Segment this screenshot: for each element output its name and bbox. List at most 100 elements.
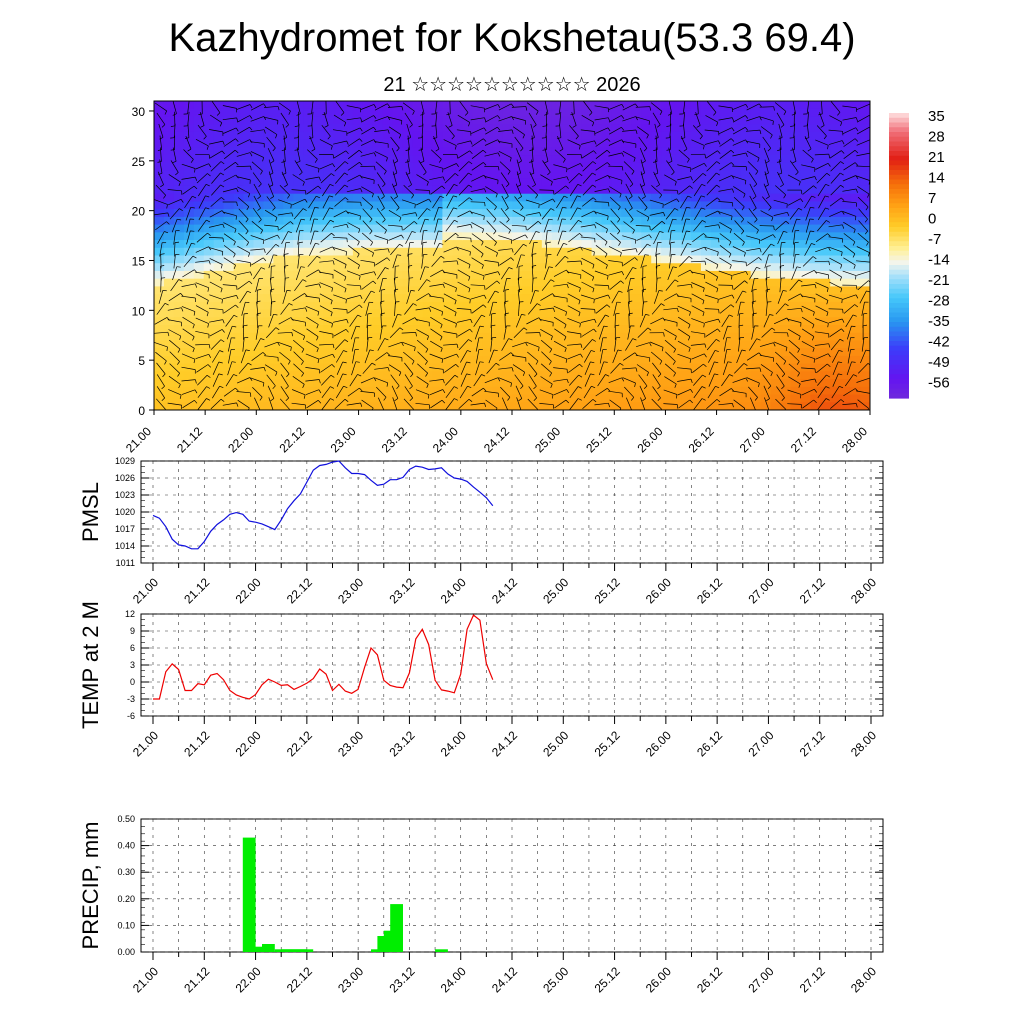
colorbar-label: -14 (928, 252, 950, 269)
precip-bar (274, 949, 288, 952)
precip-x-tick: 25.00 (540, 964, 571, 995)
precip-x-tick: 21.12 (181, 964, 212, 995)
temp-x-tick: 24.12 (489, 728, 520, 759)
temp-x-tick: 21.00 (130, 728, 161, 759)
temp-y-tick: -3 (127, 694, 135, 704)
colorbar-label: -35 (928, 313, 950, 330)
colorbar-label: -56 (928, 375, 950, 392)
cross-section-y-tick: 20 (132, 205, 146, 219)
pmsl-x-tick: 22.12 (284, 575, 315, 606)
pmsl-y-tick: 1029 (115, 456, 135, 466)
temp-y-tick: 0 (130, 677, 135, 687)
pmsl-y-tick: 1023 (115, 490, 135, 500)
precip-x-tick: 26.12 (694, 964, 725, 995)
temp-x-tick: 25.12 (592, 728, 623, 759)
pmsl-y-tick: 1014 (115, 541, 135, 551)
pmsl-x-tick: 21.00 (130, 575, 161, 606)
pmsl-x-tick: 26.00 (643, 575, 674, 606)
cross-section-x-tick: 27.00 (737, 424, 768, 455)
precip-bar (242, 837, 256, 952)
cross-section-x-tick: 26.00 (634, 424, 665, 455)
pmsl-x-tick: 25.12 (592, 575, 623, 606)
temp-x-tick: 25.00 (540, 728, 571, 759)
precip-bar (300, 949, 314, 952)
temp-x-tick: 28.00 (848, 728, 879, 759)
temp-x-tick: 24.00 (438, 728, 469, 759)
pmsl-x-tick: 26.12 (694, 575, 725, 606)
cross-section-x-tick: 23.00 (328, 424, 359, 455)
pmsl-y-label: PMSL (78, 482, 103, 542)
temperature-cross-section (154, 101, 870, 410)
precip-x-tick: 28.00 (848, 964, 879, 995)
precip-x-tick: 22.12 (284, 964, 315, 995)
cross-section-y-tick: 10 (132, 304, 146, 318)
cross-section-x-tick: 26.12 (686, 424, 717, 455)
page-title: Kazhydromet for Kokshetau(53.3 69.4) (168, 16, 856, 60)
colorbar-label: 14 (928, 170, 945, 187)
pmsl-x-tick: 21.12 (181, 575, 212, 606)
cross-section-x-tick: 27.12 (788, 424, 819, 455)
precip-bar (262, 944, 275, 952)
temp-y-tick: 9 (130, 626, 135, 636)
pmsl-x-tick: 28.00 (848, 575, 879, 606)
cross-section-y-tick: 0 (138, 404, 145, 418)
colorbar-label: -49 (928, 354, 950, 371)
precip-x-tick: 26.00 (643, 964, 674, 995)
cross-section-x-tick: 22.00 (225, 424, 256, 455)
temp-y-tick: 6 (130, 643, 135, 653)
precip-x-tick: 27.00 (745, 964, 776, 995)
precip-bar (249, 946, 262, 952)
temp-x-tick: 26.12 (694, 728, 725, 759)
precip-y-tick: 0.40 (117, 841, 135, 851)
precip-bar (390, 904, 403, 952)
cross-section-y-tick: 30 (132, 105, 146, 119)
precip-x-tick: 23.12 (386, 964, 417, 995)
precip-x-tick: 21.00 (130, 964, 161, 995)
temp-x-tick: 27.00 (745, 728, 776, 759)
temp-x-tick: 27.12 (797, 728, 828, 759)
pmsl-y-tick: 1026 (115, 473, 135, 483)
precip-x-tick: 27.12 (797, 964, 828, 995)
pmsl-x-tick: 27.00 (745, 575, 776, 606)
pmsl-y-tick: 1020 (115, 507, 135, 517)
temp-y-tick: 3 (130, 660, 135, 670)
precip-y-tick: 0.50 (117, 814, 135, 824)
precip-bar (435, 949, 448, 952)
temp-x-tick: 22.00 (233, 728, 264, 759)
cross-section-y-tick: 15 (132, 254, 146, 268)
precip-y-tick: 0.30 (117, 867, 135, 877)
precip-y-tick: 0.20 (117, 894, 135, 904)
colorbar-label: 21 (928, 149, 945, 166)
pmsl-x-tick: 24.00 (438, 575, 469, 606)
colorbar-label: -42 (928, 334, 950, 351)
cross-section-x-tick: 21.00 (123, 424, 154, 455)
temp-y-tick: -6 (127, 711, 135, 721)
pmsl-x-tick: 23.12 (386, 575, 417, 606)
colorbar-label: 7 (928, 190, 936, 207)
pmsl-y-tick: 1017 (115, 524, 135, 534)
pmsl-x-tick: 22.00 (233, 575, 264, 606)
temp-x-tick: 21.12 (181, 728, 212, 759)
colorbar-label: -28 (928, 293, 950, 310)
cross-section-x-tick: 22.12 (276, 424, 307, 455)
precip-x-tick: 23.00 (335, 964, 366, 995)
precip-x-tick: 24.12 (489, 964, 520, 995)
cross-section-x-tick: 28.00 (839, 424, 870, 455)
temp-y-tick: 12 (125, 609, 135, 619)
precip-y-tick: 0.10 (117, 920, 135, 930)
colorbar-label: -7 (928, 231, 941, 248)
precip-y-tick: 0.00 (117, 947, 135, 957)
cross-section-y-tick: 5 (138, 354, 145, 368)
pmsl-x-tick: 25.00 (540, 575, 571, 606)
cross-section-x-tick: 24.12 (481, 424, 512, 455)
pmsl-x-tick: 23.00 (335, 575, 366, 606)
temp-y-label: TEMP at 2 M (78, 601, 103, 729)
temp-series-line (153, 614, 494, 700)
cross-section-x-tick: 25.00 (532, 424, 563, 455)
pmsl-y-tick: 1011 (116, 558, 135, 568)
temp-x-tick: 22.12 (284, 728, 315, 759)
pmsl-series-line (152, 460, 494, 550)
wind-barbs (154, 101, 870, 410)
temp-x-tick: 23.12 (386, 728, 417, 759)
cross-section-x-tick: 23.12 (379, 424, 410, 455)
